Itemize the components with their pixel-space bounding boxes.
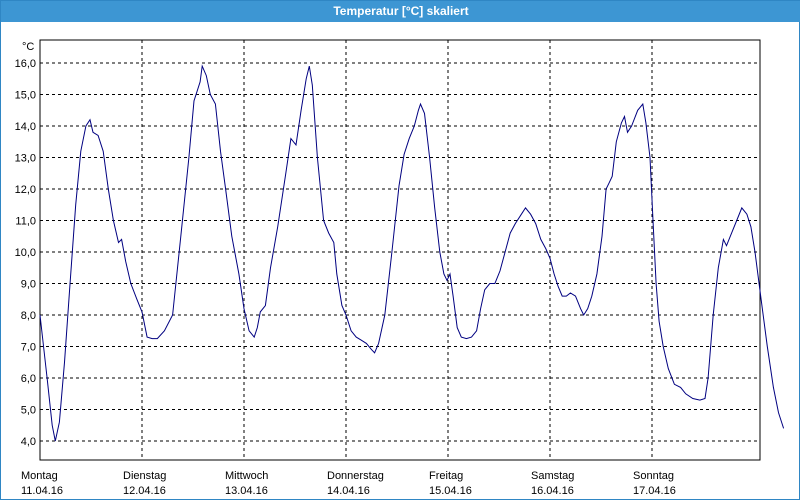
y-tick-label: 6,0 bbox=[21, 373, 36, 385]
y-tick-label: 9,0 bbox=[21, 279, 36, 291]
x-tick-date: 12.04.16 bbox=[123, 485, 166, 497]
x-tick-day-name: Samstag bbox=[531, 470, 574, 482]
y-tick-label: 11,0 bbox=[15, 216, 36, 228]
x-tick-date: 14.04.16 bbox=[327, 485, 370, 497]
grid-lines bbox=[40, 40, 760, 460]
y-tick-label: 12,0 bbox=[15, 184, 36, 196]
y-tick-label: 13,0 bbox=[15, 153, 36, 165]
y-tick-label: 16,0 bbox=[15, 58, 36, 70]
y-tick-label: 15,0 bbox=[15, 90, 36, 102]
y-tick-label: 7,0 bbox=[21, 342, 36, 354]
x-tick-date: 13.04.16 bbox=[225, 485, 268, 497]
y-tick-label: 8,0 bbox=[21, 310, 36, 322]
x-tick-day-name: Freitag bbox=[429, 470, 463, 482]
y-axis-unit-label: °C bbox=[22, 41, 34, 53]
x-tick-day-name: Sonntag bbox=[633, 470, 674, 482]
x-tick-labels: Montag 11.04.16 Dienstag 12.04.16 Mittwoch 13… bbox=[21, 470, 676, 497]
y-tick-label: 14,0 bbox=[15, 121, 36, 133]
x-tick-date: 11.04.16 bbox=[21, 485, 63, 497]
window-title: Temperatur [°C] skaliert bbox=[1, 1, 800, 22]
x-tick-date: 17.04.16 bbox=[633, 485, 676, 497]
y-tick-label: 4,0 bbox=[21, 436, 36, 448]
x-tick-day-name: Dienstag bbox=[123, 470, 166, 482]
plot-area bbox=[39, 39, 761, 461]
x-tick-day-name: Montag bbox=[21, 470, 58, 482]
x-tick-date: 15.04.16 bbox=[429, 485, 472, 497]
x-tick-day-name: Mittwoch bbox=[225, 470, 268, 482]
x-tick-day-name: Donnerstag bbox=[327, 470, 384, 482]
y-tick-label: 5,0 bbox=[21, 405, 36, 417]
y-tick-labels: 4,0 5,0 6,0 7,0 8,0 9,0 10,0 11,0 12,0 13,0 14,0 15… bbox=[15, 58, 36, 448]
y-tick-label: 10,0 bbox=[15, 247, 36, 259]
x-tick-date: 16.04.16 bbox=[531, 485, 574, 497]
temperature-series-line bbox=[39, 64, 785, 442]
